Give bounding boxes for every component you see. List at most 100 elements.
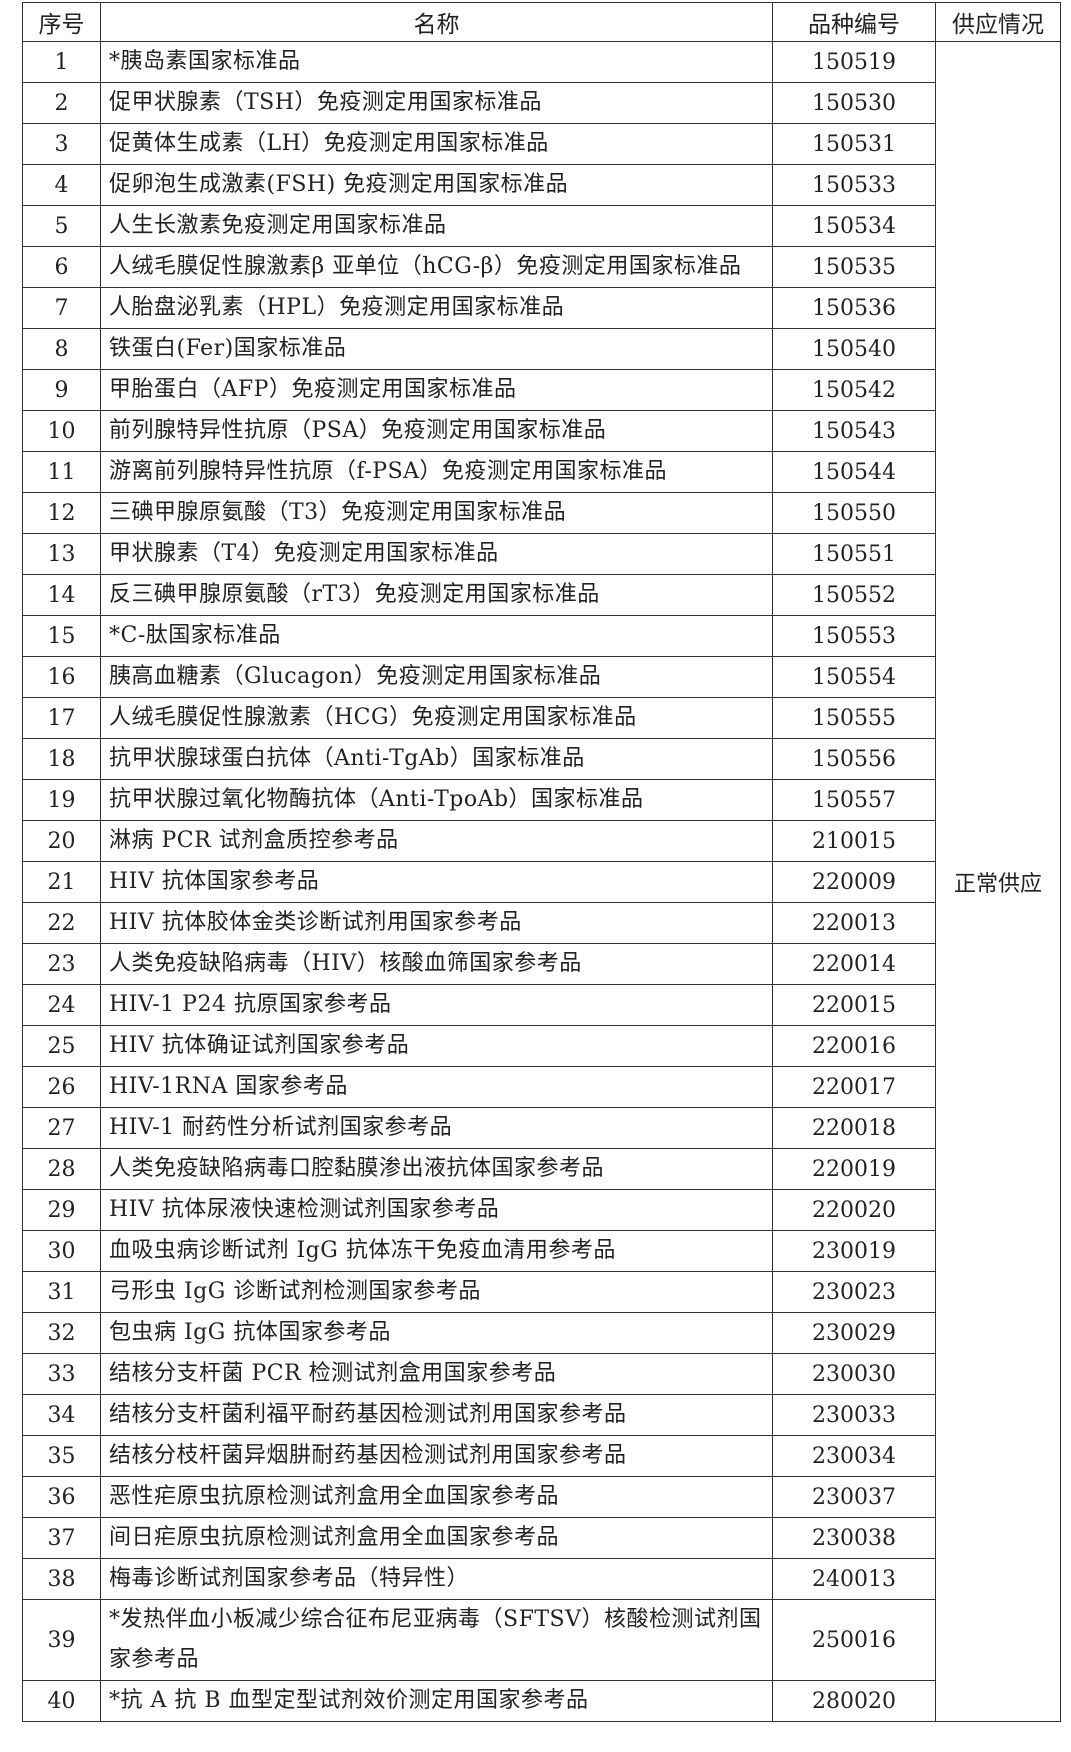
row-name: 三碘甲腺原氨酸（T3）免疫测定用国家标准品: [100, 492, 773, 534]
row-number: 4: [22, 164, 101, 206]
row-number: 29: [22, 1189, 101, 1231]
table-row: 12 三碘甲腺原氨酸（T3）免疫测定用国家标准品 150550: [22, 492, 1061, 534]
row-code: 220014: [772, 943, 936, 985]
row-number: 18: [22, 738, 101, 780]
row-name: *胰岛素国家标准品: [100, 41, 773, 83]
row-code: 150555: [772, 697, 936, 739]
row-number: 15: [22, 615, 101, 657]
row-code: 220009: [772, 861, 936, 903]
row-number: 13: [22, 533, 101, 575]
row-name: *发热伴血小板减少综合征布尼亚病毒（SFTSV）核酸检测试剂国家参考品: [100, 1599, 773, 1681]
row-name: 人生长激素免疫测定用国家标准品: [100, 205, 773, 247]
row-name: *C-肽国家标准品: [100, 615, 773, 657]
row-code: 280020: [772, 1680, 936, 1722]
table-row: 8 铁蛋白(Fer)国家标准品 150540: [22, 328, 1061, 370]
row-code: 250016: [772, 1599, 936, 1681]
row-number: 24: [22, 984, 101, 1026]
row-number: 14: [22, 574, 101, 616]
row-name: 淋病 PCR 试剂盒质控参考品: [100, 820, 773, 862]
row-number: 38: [22, 1558, 101, 1600]
row-code: 150533: [772, 164, 936, 206]
row-code: 220020: [772, 1189, 936, 1231]
row-name: 人绒毛膜促性腺激素β 亚单位（hCG-β）免疫测定用国家标准品: [100, 246, 773, 288]
row-code: 230023: [772, 1271, 936, 1313]
table-row: 29 HIV 抗体尿液快速检测试剂国家参考品 220020: [22, 1189, 1061, 1231]
row-name: 人绒毛膜促性腺激素（HCG）免疫测定用国家标准品: [100, 697, 773, 739]
table-row: 10 前列腺特异性抗原（PSA）免疫测定用国家标准品 150543: [22, 410, 1061, 452]
row-code: 150544: [772, 451, 936, 493]
table-row: 16 胰高血糖素（Glucagon）免疫测定用国家标准品 150554: [22, 656, 1061, 698]
row-code: 210015: [772, 820, 936, 862]
row-number: 35: [22, 1435, 101, 1477]
header-row: 序号 名称 品种编号 供应情况: [22, 2, 1061, 42]
row-code: 150553: [772, 615, 936, 657]
row-code: 150552: [772, 574, 936, 616]
row-code: 230033: [772, 1394, 936, 1436]
row-name: 人类免疫缺陷病毒口腔黏膜渗出液抗体国家参考品: [100, 1148, 773, 1190]
row-name: HIV 抗体胶体金类诊断试剂用国家参考品: [100, 902, 773, 944]
supply-status: 正常供应: [935, 41, 1061, 1722]
table-row: 27 HIV-1 耐药性分析试剂国家参考品 220018: [22, 1107, 1061, 1149]
row-number: 1: [22, 41, 101, 83]
row-name: 抗甲状腺过氧化物酶抗体（Anti-TpoAb）国家标准品: [100, 779, 773, 821]
row-code: 220016: [772, 1025, 936, 1067]
row-number: 3: [22, 123, 101, 165]
table-row: 13 甲状腺素（T4）免疫测定用国家标准品 150551: [22, 533, 1061, 575]
table-row: 38 梅毒诊断试剂国家参考品（特异性） 240013: [22, 1558, 1061, 1600]
row-code: 150551: [772, 533, 936, 575]
row-code: 220017: [772, 1066, 936, 1108]
row-number: 22: [22, 902, 101, 944]
table-row: 3 促黄体生成素（LH）免疫测定用国家标准品 150531: [22, 123, 1061, 165]
row-number: 17: [22, 697, 101, 739]
row-code: 230029: [772, 1312, 936, 1354]
row-number: 26: [22, 1066, 101, 1108]
table-row: 21 HIV 抗体国家参考品 220009: [22, 861, 1061, 903]
row-name: *抗 A 抗 B 血型定型试剂效价测定用国家参考品: [100, 1680, 773, 1722]
table-row: 20 淋病 PCR 试剂盒质控参考品 210015: [22, 820, 1061, 862]
row-name: HIV-1 P24 抗原国家参考品: [100, 984, 773, 1026]
row-code: 220018: [772, 1107, 936, 1149]
row-name: 游离前列腺特异性抗原（f-PSA）免疫测定用国家标准品: [100, 451, 773, 493]
table-row: 23 人类免疫缺陷病毒（HIV）核酸血筛国家参考品 220014: [22, 943, 1061, 985]
row-number: 21: [22, 861, 101, 903]
row-name: 前列腺特异性抗原（PSA）免疫测定用国家标准品: [100, 410, 773, 452]
row-code: 150530: [772, 82, 936, 124]
row-name: 血吸虫病诊断试剂 IgG 抗体冻干免疫血清用参考品: [100, 1230, 773, 1272]
header-name: 名称: [100, 2, 773, 42]
row-code: 230019: [772, 1230, 936, 1272]
table-row: 40 *抗 A 抗 B 血型定型试剂效价测定用国家参考品 280020: [22, 1680, 1061, 1722]
table-row: 4 促卵泡生成激素(FSH) 免疫测定用国家标准品 150533: [22, 164, 1061, 206]
row-name: HIV 抗体确证试剂国家参考品: [100, 1025, 773, 1067]
row-number: 9: [22, 369, 101, 411]
table-row: 30 血吸虫病诊断试剂 IgG 抗体冻干免疫血清用参考品 230019: [22, 1230, 1061, 1272]
table-row: 19 抗甲状腺过氧化物酶抗体（Anti-TpoAb）国家标准品 150557: [22, 779, 1061, 821]
row-code: 220013: [772, 902, 936, 944]
row-code: 150554: [772, 656, 936, 698]
row-name: 促甲状腺素（TSH）免疫测定用国家标准品: [100, 82, 773, 124]
table-row: 33 结核分支杆菌 PCR 检测试剂盒用国家参考品 230030: [22, 1353, 1061, 1395]
row-name: 抗甲状腺球蛋白抗体（Anti-TgAb）国家标准品: [100, 738, 773, 780]
row-name: 胰高血糖素（Glucagon）免疫测定用国家标准品: [100, 656, 773, 698]
row-name: HIV 抗体国家参考品: [100, 861, 773, 903]
row-number: 2: [22, 82, 101, 124]
row-number: 33: [22, 1353, 101, 1395]
table-row: 34 结核分支杆菌利福平耐药基因检测试剂用国家参考品 230033: [22, 1394, 1061, 1436]
row-number: 7: [22, 287, 101, 329]
table-row: 1 *胰岛素国家标准品 150519 正常供应: [22, 41, 1061, 1722]
table-row: 9 甲胎蛋白（AFP）免疫测定用国家标准品 150542: [22, 369, 1061, 411]
table-row: 25 HIV 抗体确证试剂国家参考品 220016: [22, 1025, 1061, 1067]
header-supply: 供应情况: [935, 2, 1061, 42]
row-code: 230038: [772, 1517, 936, 1559]
row-name: 结核分枝杆菌异烟肼耐药基因检测试剂用国家参考品: [100, 1435, 773, 1477]
row-number: 8: [22, 328, 101, 370]
row-code: 150534: [772, 205, 936, 247]
row-name: 反三碘甲腺原氨酸（rT3）免疫测定用国家标准品: [100, 574, 773, 616]
row-name: 包虫病 IgG 抗体国家参考品: [100, 1312, 773, 1354]
row-name: 促黄体生成素（LH）免疫测定用国家标准品: [100, 123, 773, 165]
row-number: 31: [22, 1271, 101, 1313]
table-row: 18 抗甲状腺球蛋白抗体（Anti-TgAb）国家标准品 150556: [22, 738, 1061, 780]
row-name: 甲状腺素（T4）免疫测定用国家标准品: [100, 533, 773, 575]
row-name: 人类免疫缺陷病毒（HIV）核酸血筛国家参考品: [100, 943, 773, 985]
row-code: 150543: [772, 410, 936, 452]
table-row: 31 弓形虫 IgG 诊断试剂检测国家参考品 230023: [22, 1271, 1061, 1313]
